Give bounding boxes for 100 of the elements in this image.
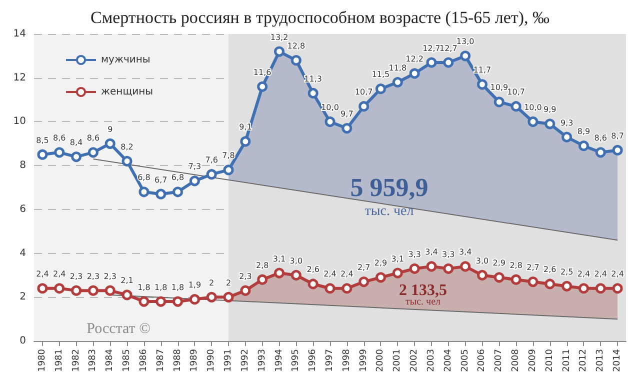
point [206, 292, 217, 302]
point [409, 263, 420, 274]
point [156, 296, 166, 307]
x-tick-label: 1983 [88, 349, 98, 372]
x-tick-label: 1989 [190, 348, 200, 372]
x-tick-label: 2000 [376, 348, 386, 372]
data-label: 2 [226, 278, 232, 288]
point [494, 96, 504, 108]
data-label: 10,0 [524, 102, 542, 112]
data-label: 10,7 [354, 88, 373, 97]
point [223, 292, 234, 302]
legend-label: женщины [101, 86, 154, 98]
data-label: 2,4 [36, 270, 49, 279]
point [156, 188, 166, 200]
data-label: 12,7 [439, 44, 458, 53]
x-tick-label: 2009 [528, 348, 538, 372]
y-tick-label: 0 [20, 336, 26, 346]
point [54, 283, 65, 294]
x-tick-label: 1998 [342, 348, 352, 372]
data-label: 7,8 [222, 151, 235, 160]
x-tick-label: 2008 [511, 348, 522, 372]
data-label: 3,4 [425, 248, 438, 257]
point [409, 68, 420, 79]
data-label: 13,2 [270, 32, 288, 42]
point [358, 276, 370, 288]
data-label: 8,4 [70, 138, 83, 148]
data-label: 8,6 [53, 134, 66, 143]
point [612, 283, 623, 294]
data-label: 2,1 [120, 276, 134, 286]
data-label: 12,8 [287, 42, 306, 51]
point [528, 276, 538, 288]
point [544, 278, 556, 290]
point [324, 116, 336, 127]
point [358, 101, 370, 112]
point [426, 57, 437, 68]
point [476, 79, 488, 90]
data-label: 11,5 [372, 70, 390, 80]
point [392, 268, 403, 278]
point [562, 132, 572, 142]
point [308, 88, 318, 98]
chart-title: Смертность россиян в трудоспособном возрасте (15-65 лет), ‰ [90, 8, 550, 27]
point [88, 285, 98, 296]
point [528, 116, 538, 127]
data-label: 2,4 [594, 270, 607, 279]
x-tick-label: 1988 [172, 348, 183, 372]
x-tick-label: 2014 [612, 348, 623, 372]
x-tick-label: 2007 [494, 349, 504, 372]
x-tick-label: 1991 [224, 349, 234, 372]
point [189, 294, 200, 305]
point [376, 84, 386, 94]
x-tick-label: 1996 [308, 348, 318, 372]
point [37, 283, 48, 294]
y-tick-label: 12 [13, 72, 26, 84]
x-tick-label: 1990 [206, 348, 217, 372]
data-label: 1,8 [154, 282, 168, 292]
data-label: 8,7 [611, 131, 624, 140]
data-label: 10,0 [321, 102, 339, 112]
point [578, 283, 589, 294]
point [578, 140, 589, 152]
data-label: 2,8 [256, 260, 269, 270]
point [172, 296, 184, 307]
data-label: 2,7 [526, 263, 540, 272]
point [510, 101, 522, 112]
x-tick-label: 2013 [596, 349, 606, 372]
x-tick-label: 2001 [392, 349, 403, 372]
point [257, 274, 268, 285]
data-label: 7,3 [188, 162, 202, 172]
data-label: 10,7 [507, 88, 525, 97]
data-label: 13,0 [456, 37, 474, 46]
data-label: 2,4 [340, 270, 354, 279]
data-label: 2,6 [306, 265, 320, 274]
data-label: 2,5 [560, 267, 574, 276]
point [54, 147, 65, 158]
data-label: 2,9 [374, 258, 388, 268]
data-label: 9 [108, 124, 113, 134]
x-tick-label: 2012 [578, 349, 589, 372]
data-label: 11,8 [388, 63, 407, 72]
x-tick-label: 2004 [443, 348, 454, 372]
data-label: 9,7 [340, 110, 354, 119]
point [138, 186, 150, 198]
point [257, 81, 268, 92]
point [189, 176, 200, 186]
data-label: 2,3 [70, 272, 83, 281]
point [290, 270, 302, 280]
data-label: 8,6 [86, 134, 100, 143]
x-tick-label: 1987 [156, 349, 166, 372]
data-label: 10,9 [490, 83, 508, 92]
point [443, 57, 454, 68]
point [460, 261, 471, 272]
data-label: 2,8 [510, 260, 522, 270]
point [172, 186, 184, 198]
point [88, 147, 98, 158]
point [392, 76, 403, 88]
point [223, 164, 234, 176]
point [476, 270, 488, 280]
data-label: 2,6 [544, 265, 556, 274]
x-tick-label: 1995 [291, 349, 302, 372]
point [494, 272, 504, 283]
point [443, 263, 454, 274]
data-label: 6,8 [171, 173, 184, 182]
